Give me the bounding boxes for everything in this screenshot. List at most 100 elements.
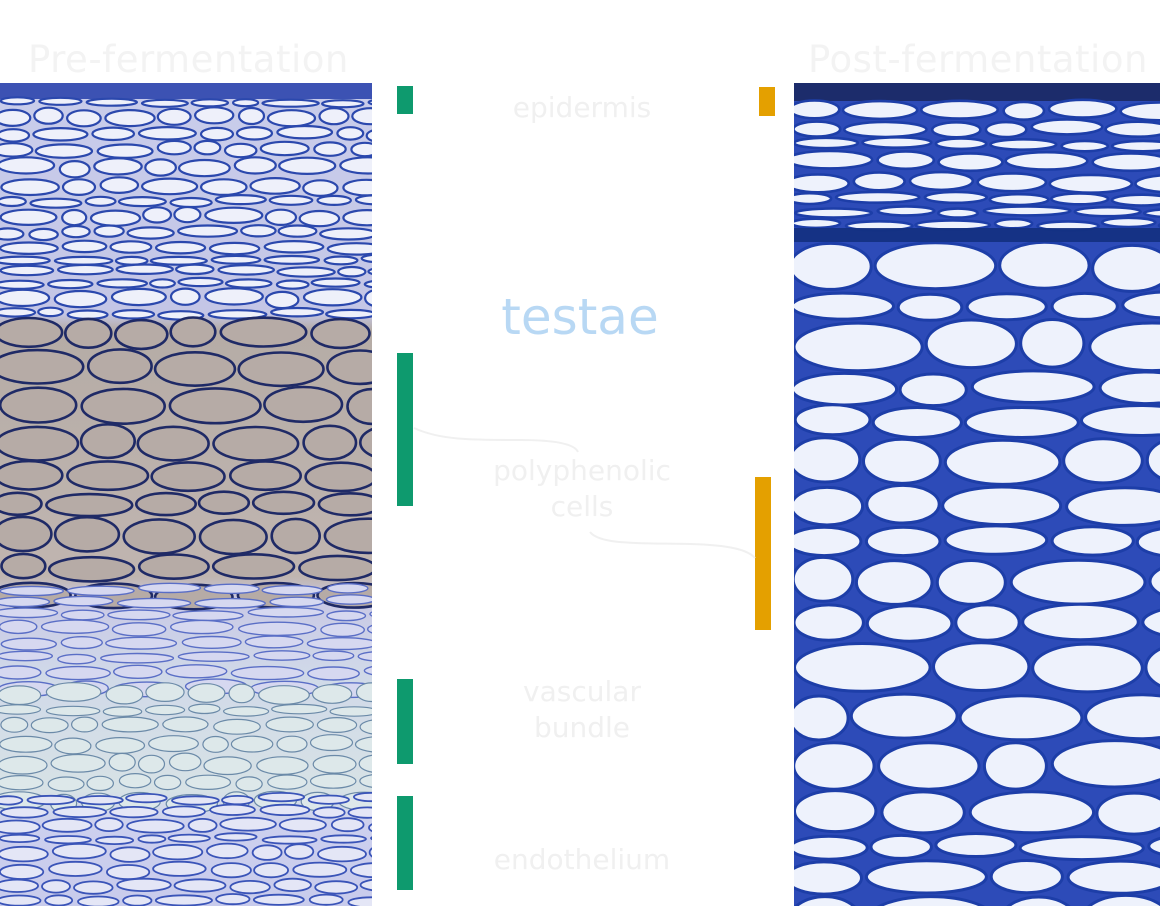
tissue-cell	[169, 316, 217, 348]
tissue-cell	[270, 306, 325, 318]
tissue-cell	[137, 125, 197, 141]
tissue-cell	[156, 107, 192, 126]
tissue-cell	[794, 149, 874, 170]
tissue-cell	[275, 279, 310, 290]
tissue-cell	[118, 773, 152, 789]
tissue-cell	[235, 776, 263, 792]
tissue-cell	[314, 880, 359, 895]
tissue-cell	[311, 684, 353, 704]
tissue-cell	[257, 791, 305, 803]
tissue-cell	[0, 142, 34, 158]
tissue-cell	[109, 846, 151, 863]
tissue-cell	[794, 403, 872, 437]
tissue-cell	[963, 406, 1080, 439]
polyphenolic-pre-leader	[413, 427, 579, 453]
tissue-cell	[30, 717, 69, 734]
tissue-cell	[161, 805, 206, 818]
tissue-cell	[794, 895, 856, 906]
tissue-cell	[276, 735, 308, 753]
tissue-cell	[116, 877, 172, 893]
tissue-cell	[177, 224, 239, 238]
tissue-cell	[173, 205, 202, 224]
tissue-cell	[126, 226, 175, 240]
tissue-cell	[171, 795, 220, 806]
tissue-cell	[47, 555, 136, 583]
tissue-cell	[1088, 321, 1160, 373]
epidermis-post-bar	[759, 87, 775, 116]
tissue-cell	[175, 263, 215, 276]
tissue-cell	[308, 893, 344, 906]
tissue-cell	[57, 653, 97, 665]
tissue-cell	[51, 843, 107, 860]
tissue-cell	[61, 224, 91, 239]
tissue-cell	[77, 895, 120, 906]
tissue-cell	[125, 792, 168, 804]
tissue-cell	[1098, 370, 1160, 406]
tissue-cell	[150, 461, 226, 493]
tissue-cell	[261, 584, 323, 596]
tissue-cell	[145, 682, 185, 702]
tissue-cell	[73, 880, 114, 895]
tissue-cell	[197, 490, 251, 516]
tissue-cell	[355, 682, 372, 703]
tissue-cell	[896, 292, 964, 322]
tissue-cell	[137, 834, 167, 844]
tissue-cell	[38, 96, 83, 106]
tissue-cell	[0, 735, 53, 753]
tissue-cell	[0, 96, 36, 106]
tissue-cell	[99, 176, 140, 194]
tissue-cell	[934, 137, 988, 151]
tissue-cell	[1087, 893, 1160, 906]
tissue-cell	[111, 622, 167, 637]
tissue-cell	[256, 756, 309, 775]
tissue-cell	[203, 583, 260, 595]
tissue-cell	[841, 99, 919, 121]
tissue-cell	[58, 159, 91, 179]
tissue-cell	[85, 97, 139, 107]
tissue-cell	[325, 594, 372, 605]
tissue-cell	[970, 369, 1096, 405]
tissue-cell	[1030, 118, 1104, 136]
tissue-cell	[309, 773, 357, 789]
tissue-cell	[982, 741, 1048, 791]
tissue-cell	[86, 775, 114, 792]
tissue-cell	[0, 833, 41, 843]
tissue-cell	[0, 195, 27, 208]
tissue-cell	[0, 316, 64, 349]
tissue-cell	[323, 255, 359, 266]
tissue-cell	[1147, 836, 1160, 856]
tissue-cell	[169, 619, 234, 635]
tissue-cell	[50, 753, 106, 773]
tissue-cell	[367, 99, 372, 106]
tissue-cell	[1091, 243, 1160, 293]
tissue-cell	[1050, 525, 1135, 557]
tissue-cell	[1047, 98, 1118, 119]
tissue-cell	[923, 190, 989, 205]
tissue-cell	[864, 525, 942, 558]
tissue-cell	[363, 280, 372, 289]
tissue-cell	[0, 619, 38, 635]
tissue-cell	[263, 385, 344, 424]
tissue-cell	[367, 267, 372, 276]
tissue-cell	[298, 209, 341, 228]
tissue-cell	[253, 650, 311, 661]
tissue-cell	[849, 692, 959, 740]
tissue-cell	[1019, 317, 1086, 369]
tissue-cell	[190, 98, 230, 108]
tissue-cell	[865, 483, 941, 525]
tissue-cell	[350, 862, 372, 879]
tissue-cell	[304, 461, 372, 493]
tissue-cell	[213, 718, 261, 735]
tissue-cell	[149, 255, 208, 266]
tissue-cell	[367, 624, 372, 634]
tissue-cell	[794, 860, 863, 896]
tissue-cell	[943, 438, 1062, 486]
tissue-cell	[1065, 486, 1160, 527]
tissue-cell	[251, 490, 316, 516]
tissue-cell	[794, 120, 842, 138]
tissue-cell	[199, 126, 235, 142]
vascular-pre-bar	[397, 679, 413, 764]
tissue-cell	[193, 106, 235, 125]
epidermis-pre-bar	[397, 86, 413, 114]
epidermis-label: epidermis	[512, 91, 652, 124]
